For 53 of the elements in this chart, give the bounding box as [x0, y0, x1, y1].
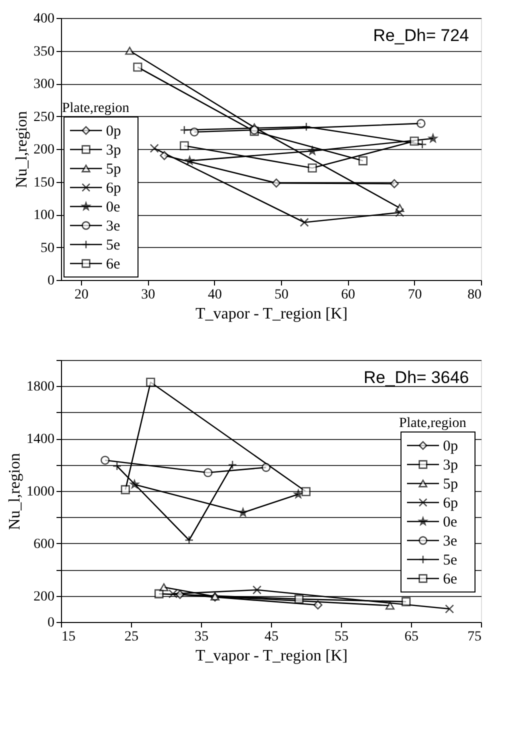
legend-label: 6e [106, 256, 120, 272]
y-tick-label: 300 [34, 77, 54, 92]
legend-label: 0p [106, 124, 121, 140]
legend-label: 3p [106, 142, 121, 158]
legend-label: 6e [443, 572, 458, 588]
annotation: Re_Dh= 724 [373, 26, 469, 45]
y-tick-label: 1000 [26, 484, 54, 500]
y-tick-label: 1400 [26, 432, 54, 448]
x-tick-label: 55 [334, 630, 348, 644]
y-tick-label: 0 [48, 274, 54, 288]
y-tick-label: 400 [34, 12, 54, 26]
x-tick-label: 75 [468, 630, 482, 644]
x-tick-label: 70 [408, 288, 422, 302]
x-tick-label: 35 [194, 630, 208, 644]
legend-label: 0p [443, 438, 458, 454]
x-tick-label: 65 [404, 630, 418, 644]
legend-label: 5p [443, 476, 458, 492]
legend-label: 6p [106, 180, 121, 196]
y-tick-label: 1800 [26, 380, 54, 395]
legend-label: 5p [106, 162, 121, 178]
x-tick-label: 50 [274, 288, 288, 302]
y-tick-label: 250 [34, 110, 54, 125]
y-tick-label: 200 [34, 589, 54, 604]
x-tick-label: 40 [208, 288, 222, 302]
legend-label: 0e [106, 200, 120, 216]
x-tick-label: 25 [124, 630, 138, 644]
y-tick-label: 200 [34, 142, 54, 158]
y-axis-title: Nu_l,region [6, 453, 24, 530]
legend-label: 0e [443, 514, 458, 530]
legend-title: Plate,region [62, 101, 130, 116]
x-axis-title: T_vapor - T_region [K] [195, 306, 348, 322]
legend-label: 5e [106, 238, 120, 254]
legend-title: Plate,region [399, 416, 466, 431]
y-axis-title: Nu_l,region [14, 111, 30, 188]
y-tick-label: 100 [34, 208, 54, 223]
y-tick-label: 600 [34, 536, 54, 552]
x-tick-label: 60 [341, 288, 356, 302]
legend-label: 5e [443, 552, 458, 568]
annotation: Re_Dh= 3646 [364, 368, 469, 387]
x-tick-label: 30 [141, 288, 156, 302]
x-tick-label: 15 [62, 630, 76, 644]
legend-label: 3e [443, 534, 458, 550]
x-axis-title: T_vapor - T_region [K] [195, 648, 348, 664]
x-tick-label: 20 [74, 288, 88, 302]
legend-label: 3p [443, 458, 458, 474]
x-tick-label: 80 [468, 288, 482, 302]
legend-label: 6p [443, 496, 458, 512]
y-tick-label: 350 [34, 44, 54, 60]
legend-label: 3e [106, 218, 120, 234]
x-tick-label: 45 [264, 630, 278, 644]
y-tick-label: 150 [34, 175, 54, 190]
y-tick-label: 0 [48, 616, 54, 630]
y-tick-label: 50 [40, 240, 54, 256]
